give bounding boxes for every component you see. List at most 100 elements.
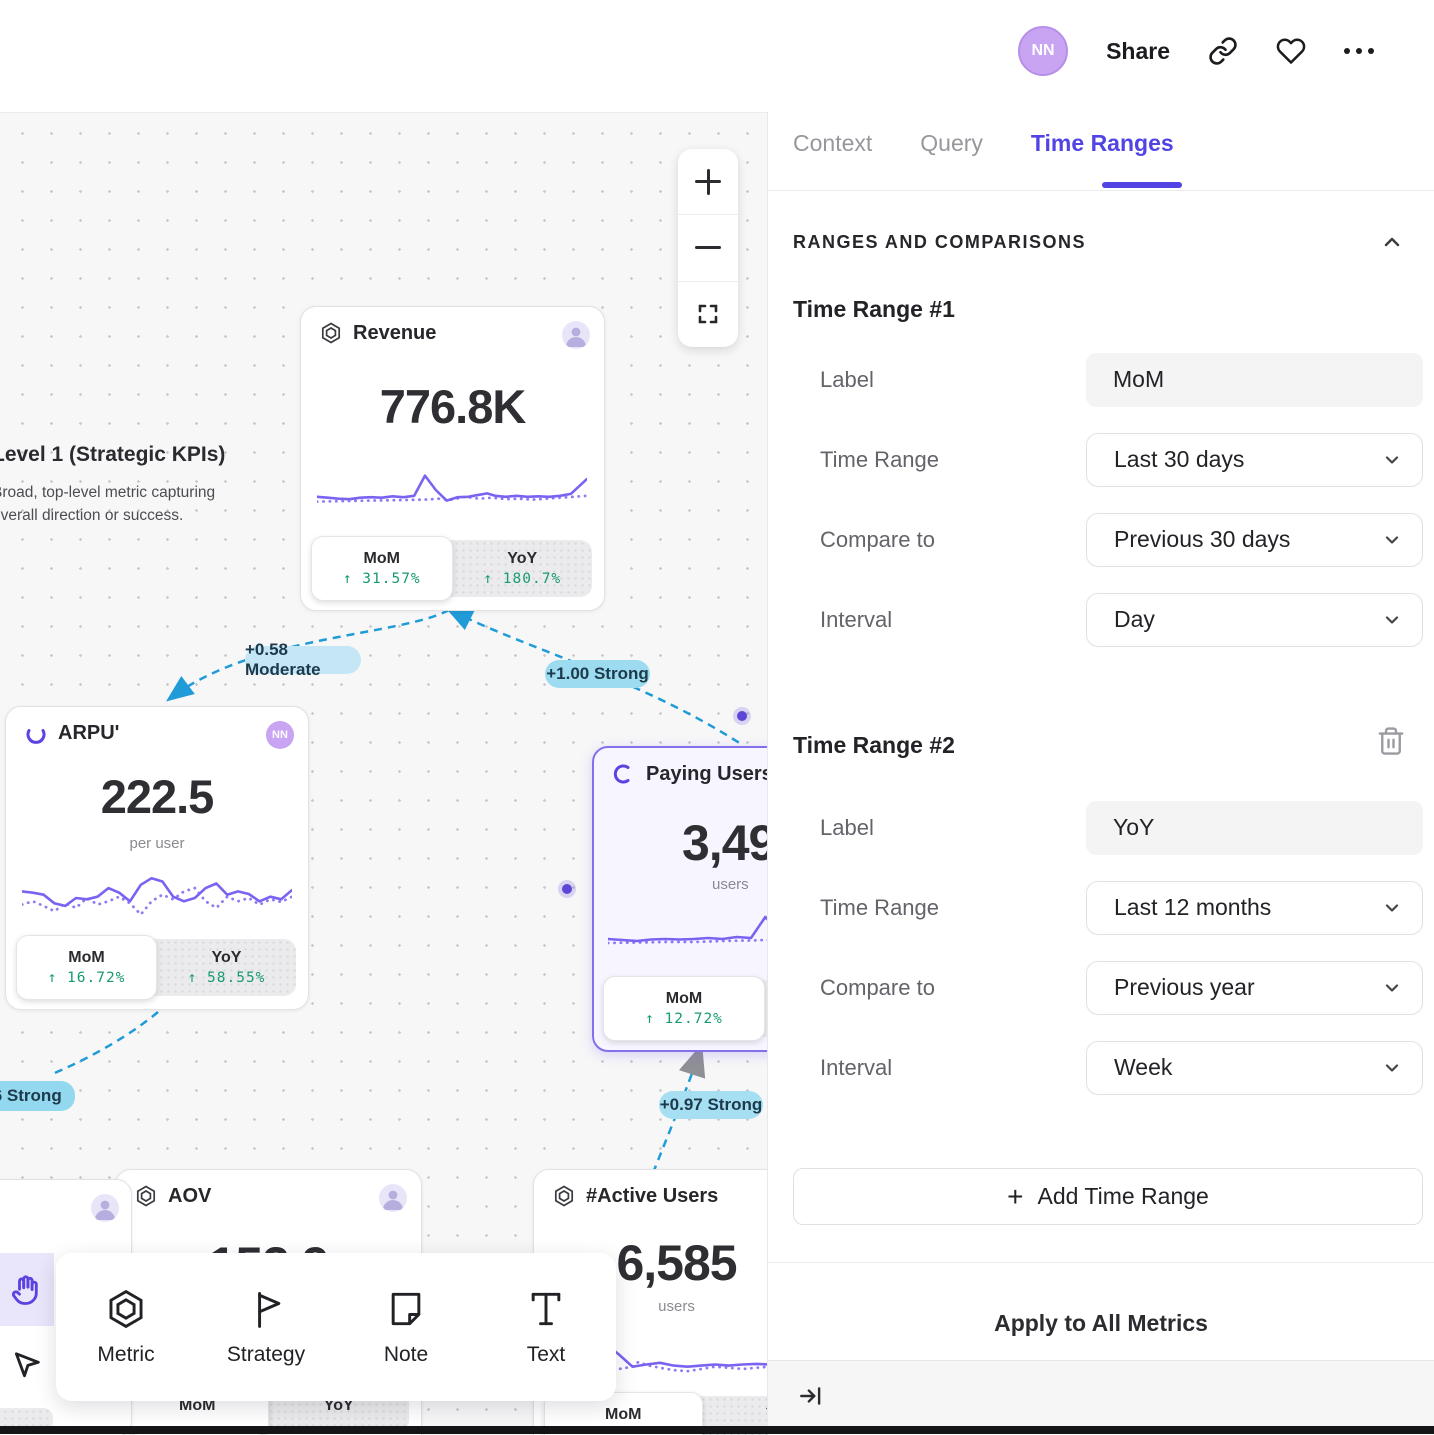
add-strategy-button[interactable]: Strategy (196, 1253, 336, 1401)
trash-icon (1378, 727, 1404, 755)
compare-to-select[interactable]: Previous 30 days (1086, 512, 1423, 567)
metric-value: 3,49 (682, 815, 768, 871)
connector-handle[interactable] (558, 880, 576, 898)
zoom-in-button[interactable] (678, 149, 738, 214)
note-icon (391, 1292, 421, 1326)
toggle-mom[interactable]: MoM ↑ 31.57% (311, 536, 453, 601)
time-range-select[interactable]: Last 30 days (1086, 432, 1423, 487)
annotation-line2: overall direction or success. (0, 507, 184, 524)
add-note-button[interactable]: Note (336, 1253, 476, 1401)
favorite-heart-icon[interactable] (1276, 36, 1306, 66)
chevron-down-icon (1385, 535, 1399, 544)
owner-avatar-icon[interactable] (91, 1194, 119, 1222)
add-metric-button[interactable]: Metric (56, 1253, 196, 1401)
panel-footer (768, 1360, 1434, 1434)
label-input[interactable]: YoY (1086, 800, 1423, 855)
toggle-yoy[interactable]: YoY ↑ 58.55% (187, 949, 266, 986)
metric-tree-canvas[interactable]: +0.58 Moderate +1.00 Strong +0.97 Strong… (0, 112, 768, 1435)
text-tool-icon (531, 1292, 561, 1326)
canvas-annotation: Level 1 (Strategic KPIs) Broad, top-leve… (0, 443, 225, 527)
arrow-to-line-icon (800, 1387, 821, 1405)
label-field-label: Label (820, 814, 874, 840)
toggle-yoy[interactable]: YoY (323, 1397, 354, 1414)
card-title: Paying Users' (646, 762, 768, 785)
metric-hexagon-icon (109, 1289, 143, 1329)
annotation-line1: Broad, top-level metric capturing (0, 484, 216, 501)
toggle-mom[interactable]: MoM ↑ 16.72% (16, 935, 157, 1000)
chevron-up-icon[interactable] (1380, 230, 1404, 254)
card-title: #Active Users (586, 1184, 719, 1207)
toggle-yoy[interactable]: YoY ↑ 180.7% (483, 550, 562, 587)
interval-select[interactable]: Day (1086, 592, 1423, 647)
metric-card-paying-users[interactable]: Paying Users' 3,49 users MoM ↑ 12.72% (592, 746, 768, 1052)
share-button[interactable]: Share (1106, 37, 1170, 64)
metric-hexagon-icon (554, 1185, 574, 1207)
cursor-arrow-icon (14, 1351, 40, 1377)
hand-icon (11, 1274, 38, 1305)
compare-to-field-label: Compare to (820, 526, 935, 552)
toggle-mom[interactable]: MoM ↑ 12.72% (603, 976, 765, 1041)
divider (768, 190, 1434, 191)
label-input[interactable]: MoM (1086, 352, 1423, 407)
interval-field-label: Interval (820, 606, 893, 632)
metric-card-arpu[interactable]: ARPU' NN 222.5 per user MoM ↑ 16.72% YoY… (5, 706, 309, 1010)
user-avatar[interactable]: NN (1018, 26, 1069, 76)
owner-avatar-icon[interactable] (562, 321, 590, 349)
interval-select[interactable]: Week (1086, 1040, 1423, 1095)
hand-tool-button[interactable] (0, 1253, 54, 1326)
metric-hexagon-icon (136, 1185, 156, 1207)
plus-icon (695, 168, 721, 195)
plus-icon: + (1007, 1180, 1024, 1212)
tool-column (0, 1253, 54, 1399)
panel-tabs: Context Query Time Ranges (793, 130, 1174, 157)
chevron-down-icon (1385, 615, 1399, 624)
arpu-sparkline (22, 865, 292, 931)
correlation-badge[interactable]: +0.97 Strong (659, 1091, 763, 1119)
metric-unit: per user (129, 835, 185, 852)
label-field-label: Label (820, 366, 874, 392)
metric-card-revenue[interactable]: Revenue 776.8K MoM ↑ 31.57% YoY ↑ 180.7% (300, 306, 605, 611)
metric-value: 776.8K (379, 380, 527, 433)
select-tool-button[interactable] (0, 1326, 54, 1399)
metric-hexagon-icon (321, 322, 341, 344)
metric-value: 222.5 (100, 770, 215, 823)
time-range-1-title: Time Range #1 (793, 296, 955, 322)
delete-time-range-button[interactable] (1376, 726, 1406, 756)
time-range-select[interactable]: Last 12 months (1086, 880, 1423, 935)
owner-avatar-icon[interactable] (379, 1184, 407, 1212)
apply-all-metrics-button[interactable]: Apply to All Metrics (994, 1310, 1208, 1336)
zoom-out-button[interactable] (678, 214, 738, 280)
tab-context[interactable]: Context (793, 130, 873, 156)
comparison-toggle: MoM ↑ 16.72% YoY ↑ 58.55% (16, 935, 296, 1000)
more-options-icon[interactable] (1344, 48, 1374, 54)
tab-query[interactable]: Query (920, 130, 983, 156)
canvas-toolbar: Metric Strategy Note Text (56, 1253, 616, 1401)
correlation-badge[interactable]: +0.58 Moderate (245, 640, 361, 679)
add-time-range-button[interactable]: + Add Time Range (793, 1168, 1423, 1225)
correlation-badge[interactable]: 66 Strong (0, 1081, 75, 1111)
zoom-controls (678, 149, 738, 347)
connector-handle[interactable] (733, 707, 751, 725)
chevron-down-icon (1385, 455, 1399, 464)
toggle-yoy[interactable]: YoY (703, 1396, 768, 1435)
owner-avatar-nn[interactable]: NN (266, 721, 294, 749)
crescent-arc-icon (613, 764, 630, 784)
correlation-badge[interactable]: +1.00 Strong (545, 660, 650, 688)
compare-to-select[interactable]: Previous year (1086, 960, 1423, 1015)
loading-arc-icon (26, 729, 46, 744)
add-text-button[interactable]: Text (476, 1253, 616, 1401)
fullscreen-icon (698, 305, 718, 324)
fit-view-button[interactable] (678, 280, 738, 347)
top-header: NN Share (0, 0, 1434, 112)
interval-field-label: Interval (820, 1054, 893, 1080)
tab-time-ranges[interactable]: Time Ranges (1030, 130, 1174, 156)
time-range-field-label: Time Range (820, 446, 940, 472)
chevron-down-icon (1385, 903, 1399, 912)
window-bottom-bar (0, 1426, 1434, 1434)
inspector-panel: Context Query Time Ranges RANGES AND COM… (767, 112, 1434, 1434)
revenue-sparkline (317, 467, 587, 515)
collapse-panel-button[interactable] (798, 1383, 824, 1409)
link-icon[interactable] (1208, 36, 1238, 66)
section-title: RANGES AND COMPARISONS (793, 231, 1087, 252)
card-title: AOV (168, 1184, 212, 1207)
